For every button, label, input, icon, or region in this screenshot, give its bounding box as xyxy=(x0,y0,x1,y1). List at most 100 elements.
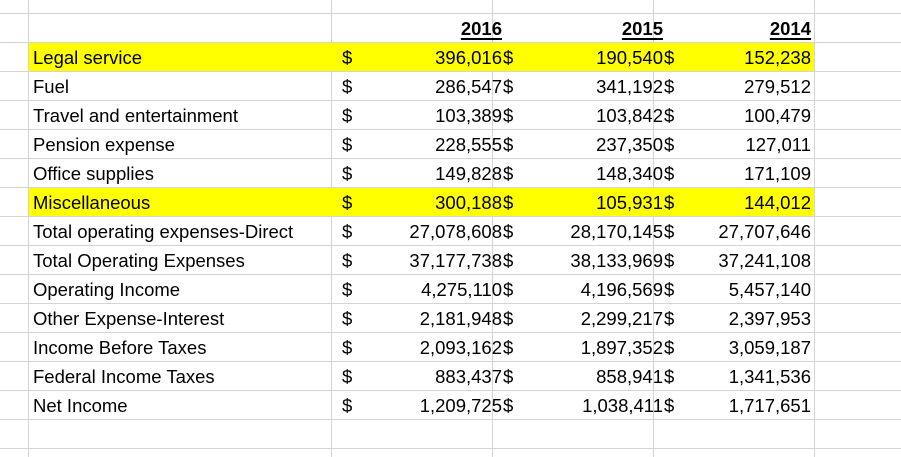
currency-cell[interactable]: $ xyxy=(503,163,514,184)
gridline xyxy=(28,0,29,457)
currency-cell[interactable]: $ xyxy=(342,308,353,329)
currency-cell[interactable]: $ xyxy=(503,250,514,271)
value-2014-cell[interactable]: 37,241,108 xyxy=(718,250,811,271)
value-2015-cell[interactable]: 341,192 xyxy=(596,76,663,97)
currency-cell[interactable]: $ xyxy=(342,221,353,242)
value-2015-cell[interactable]: 1,038,411 xyxy=(582,395,663,416)
currency-cell[interactable]: $ xyxy=(664,337,675,358)
currency-cell[interactable]: $ xyxy=(342,366,353,387)
currency-cell[interactable]: $ xyxy=(664,221,675,242)
value-2016-cell[interactable]: 300,188 xyxy=(435,192,502,213)
value-2016-cell[interactable]: 2,093,162 xyxy=(419,337,502,358)
row-label-cell[interactable]: Pension expense xyxy=(33,134,175,155)
value-2015-cell[interactable]: 2,299,217 xyxy=(580,308,663,329)
currency-cell[interactable]: $ xyxy=(342,163,353,184)
row-label-cell[interactable]: Net Income xyxy=(33,395,128,416)
value-2015-cell[interactable]: 103,842 xyxy=(596,105,663,126)
currency-cell[interactable]: $ xyxy=(503,337,514,358)
row-label-cell[interactable]: Operating Income xyxy=(33,279,181,300)
value-2014-cell[interactable]: 171,109 xyxy=(744,163,811,184)
value-2014-cell[interactable]: 279,512 xyxy=(744,76,811,97)
currency-cell[interactable]: $ xyxy=(342,192,353,213)
value-2016-cell[interactable]: 228,555 xyxy=(435,134,502,155)
value-2016-cell[interactable]: 4,275,110 xyxy=(421,279,502,300)
currency-cell[interactable]: $ xyxy=(503,134,514,155)
currency-cell[interactable]: $ xyxy=(503,192,514,213)
value-2016-cell[interactable]: 286,547 xyxy=(435,76,502,97)
value-2014-cell[interactable]: 2,397,953 xyxy=(728,308,811,329)
currency-cell[interactable]: $ xyxy=(664,308,675,329)
value-2016-cell[interactable]: 149,828 xyxy=(435,163,502,184)
value-2015-cell[interactable]: 28,170,145 xyxy=(570,221,663,242)
value-2014-cell[interactable]: 1,341,536 xyxy=(728,366,811,387)
header-2014[interactable]: 2014 xyxy=(769,18,811,39)
table-row: Pension expense $ 228,555 $ 237,350 $ 12… xyxy=(29,130,814,158)
currency-cell[interactable]: $ xyxy=(664,105,675,126)
gridline xyxy=(0,71,901,72)
value-2016-cell[interactable]: 27,078,608 xyxy=(409,221,502,242)
row-label-cell[interactable]: Miscellaneous xyxy=(33,192,151,213)
currency-cell[interactable]: $ xyxy=(342,337,353,358)
currency-cell[interactable]: $ xyxy=(503,221,514,242)
currency-cell[interactable]: $ xyxy=(503,395,514,416)
currency-cell[interactable]: $ xyxy=(503,308,514,329)
header-2015[interactable]: 2015 xyxy=(621,18,663,39)
currency-cell[interactable]: $ xyxy=(342,47,353,68)
value-2014-cell[interactable]: 27,707,646 xyxy=(718,221,811,242)
currency-cell[interactable]: $ xyxy=(503,76,514,97)
currency-cell[interactable]: $ xyxy=(664,250,675,271)
currency-cell[interactable]: $ xyxy=(342,76,353,97)
value-2015-cell[interactable]: 148,340 xyxy=(596,163,663,184)
gridline xyxy=(0,158,901,159)
value-2016-cell[interactable]: 103,389 xyxy=(435,105,502,126)
value-2015-cell[interactable]: 38,133,969 xyxy=(570,250,663,271)
currency-cell[interactable]: $ xyxy=(503,366,514,387)
currency-cell[interactable]: $ xyxy=(664,279,675,300)
row-label-cell[interactable]: Travel and entertainment xyxy=(33,105,238,126)
currency-cell[interactable]: $ xyxy=(503,105,514,126)
row-label-cell[interactable]: Office supplies xyxy=(33,163,154,184)
table-row: Total operating expenses-Direct $ 27,078… xyxy=(29,217,814,245)
currency-cell[interactable]: $ xyxy=(664,163,675,184)
value-2014-cell[interactable]: 144,012 xyxy=(744,192,811,213)
currency-cell[interactable]: $ xyxy=(664,395,675,416)
row-label-cell[interactable]: Fuel xyxy=(33,76,69,97)
value-2015-cell[interactable]: 105,931 xyxy=(596,192,663,213)
value-2014-cell[interactable]: 1,717,651 xyxy=(728,395,811,416)
header-2016[interactable]: 2016 xyxy=(460,18,502,39)
value-2015-cell[interactable]: 4,196,569 xyxy=(580,279,663,300)
currency-cell[interactable]: $ xyxy=(664,134,675,155)
currency-cell[interactable]: $ xyxy=(664,76,675,97)
currency-cell[interactable]: $ xyxy=(342,250,353,271)
value-2015-cell[interactable]: 1,897,352 xyxy=(580,337,663,358)
value-2014-cell[interactable]: 152,238 xyxy=(744,47,811,68)
value-2016-cell[interactable]: 396,016 xyxy=(435,47,502,68)
row-label-cell[interactable]: Income Before Taxes xyxy=(33,337,207,358)
currency-cell[interactable]: $ xyxy=(664,47,675,68)
value-2014-cell[interactable]: 127,011 xyxy=(745,134,812,155)
value-2014-cell[interactable]: 5,457,140 xyxy=(728,279,811,300)
currency-cell[interactable]: $ xyxy=(503,47,514,68)
value-2015-cell[interactable]: 237,350 xyxy=(596,134,663,155)
value-2016-cell[interactable]: 1,209,725 xyxy=(419,395,502,416)
row-label-cell[interactable]: Total Operating Expenses xyxy=(33,250,245,271)
value-2015-cell[interactable]: 190,540 xyxy=(596,47,663,68)
currency-cell[interactable]: $ xyxy=(342,395,353,416)
currency-cell[interactable]: $ xyxy=(664,366,675,387)
value-2016-cell[interactable]: 883,437 xyxy=(435,366,502,387)
currency-cell[interactable]: $ xyxy=(342,134,353,155)
value-2016-cell[interactable]: 37,177,738 xyxy=(409,250,502,271)
currency-cell[interactable]: $ xyxy=(664,192,675,213)
currency-cell[interactable]: $ xyxy=(503,279,514,300)
row-label-cell[interactable]: Other Expense-Interest xyxy=(33,308,225,329)
row-label-cell[interactable]: Total operating expenses-Direct xyxy=(33,221,294,242)
row-label-cell[interactable]: Federal Income Taxes xyxy=(33,366,215,387)
currency-cell[interactable]: $ xyxy=(342,105,353,126)
value-2015-cell[interactable]: 858,941 xyxy=(596,366,663,387)
value-2014-cell[interactable]: 100,479 xyxy=(744,105,811,126)
currency-cell[interactable]: $ xyxy=(342,279,353,300)
gridline xyxy=(331,0,332,457)
value-2014-cell[interactable]: 3,059,187 xyxy=(728,337,811,358)
value-2016-cell[interactable]: 2,181,948 xyxy=(419,308,502,329)
row-label-cell[interactable]: Legal service xyxy=(33,47,143,68)
